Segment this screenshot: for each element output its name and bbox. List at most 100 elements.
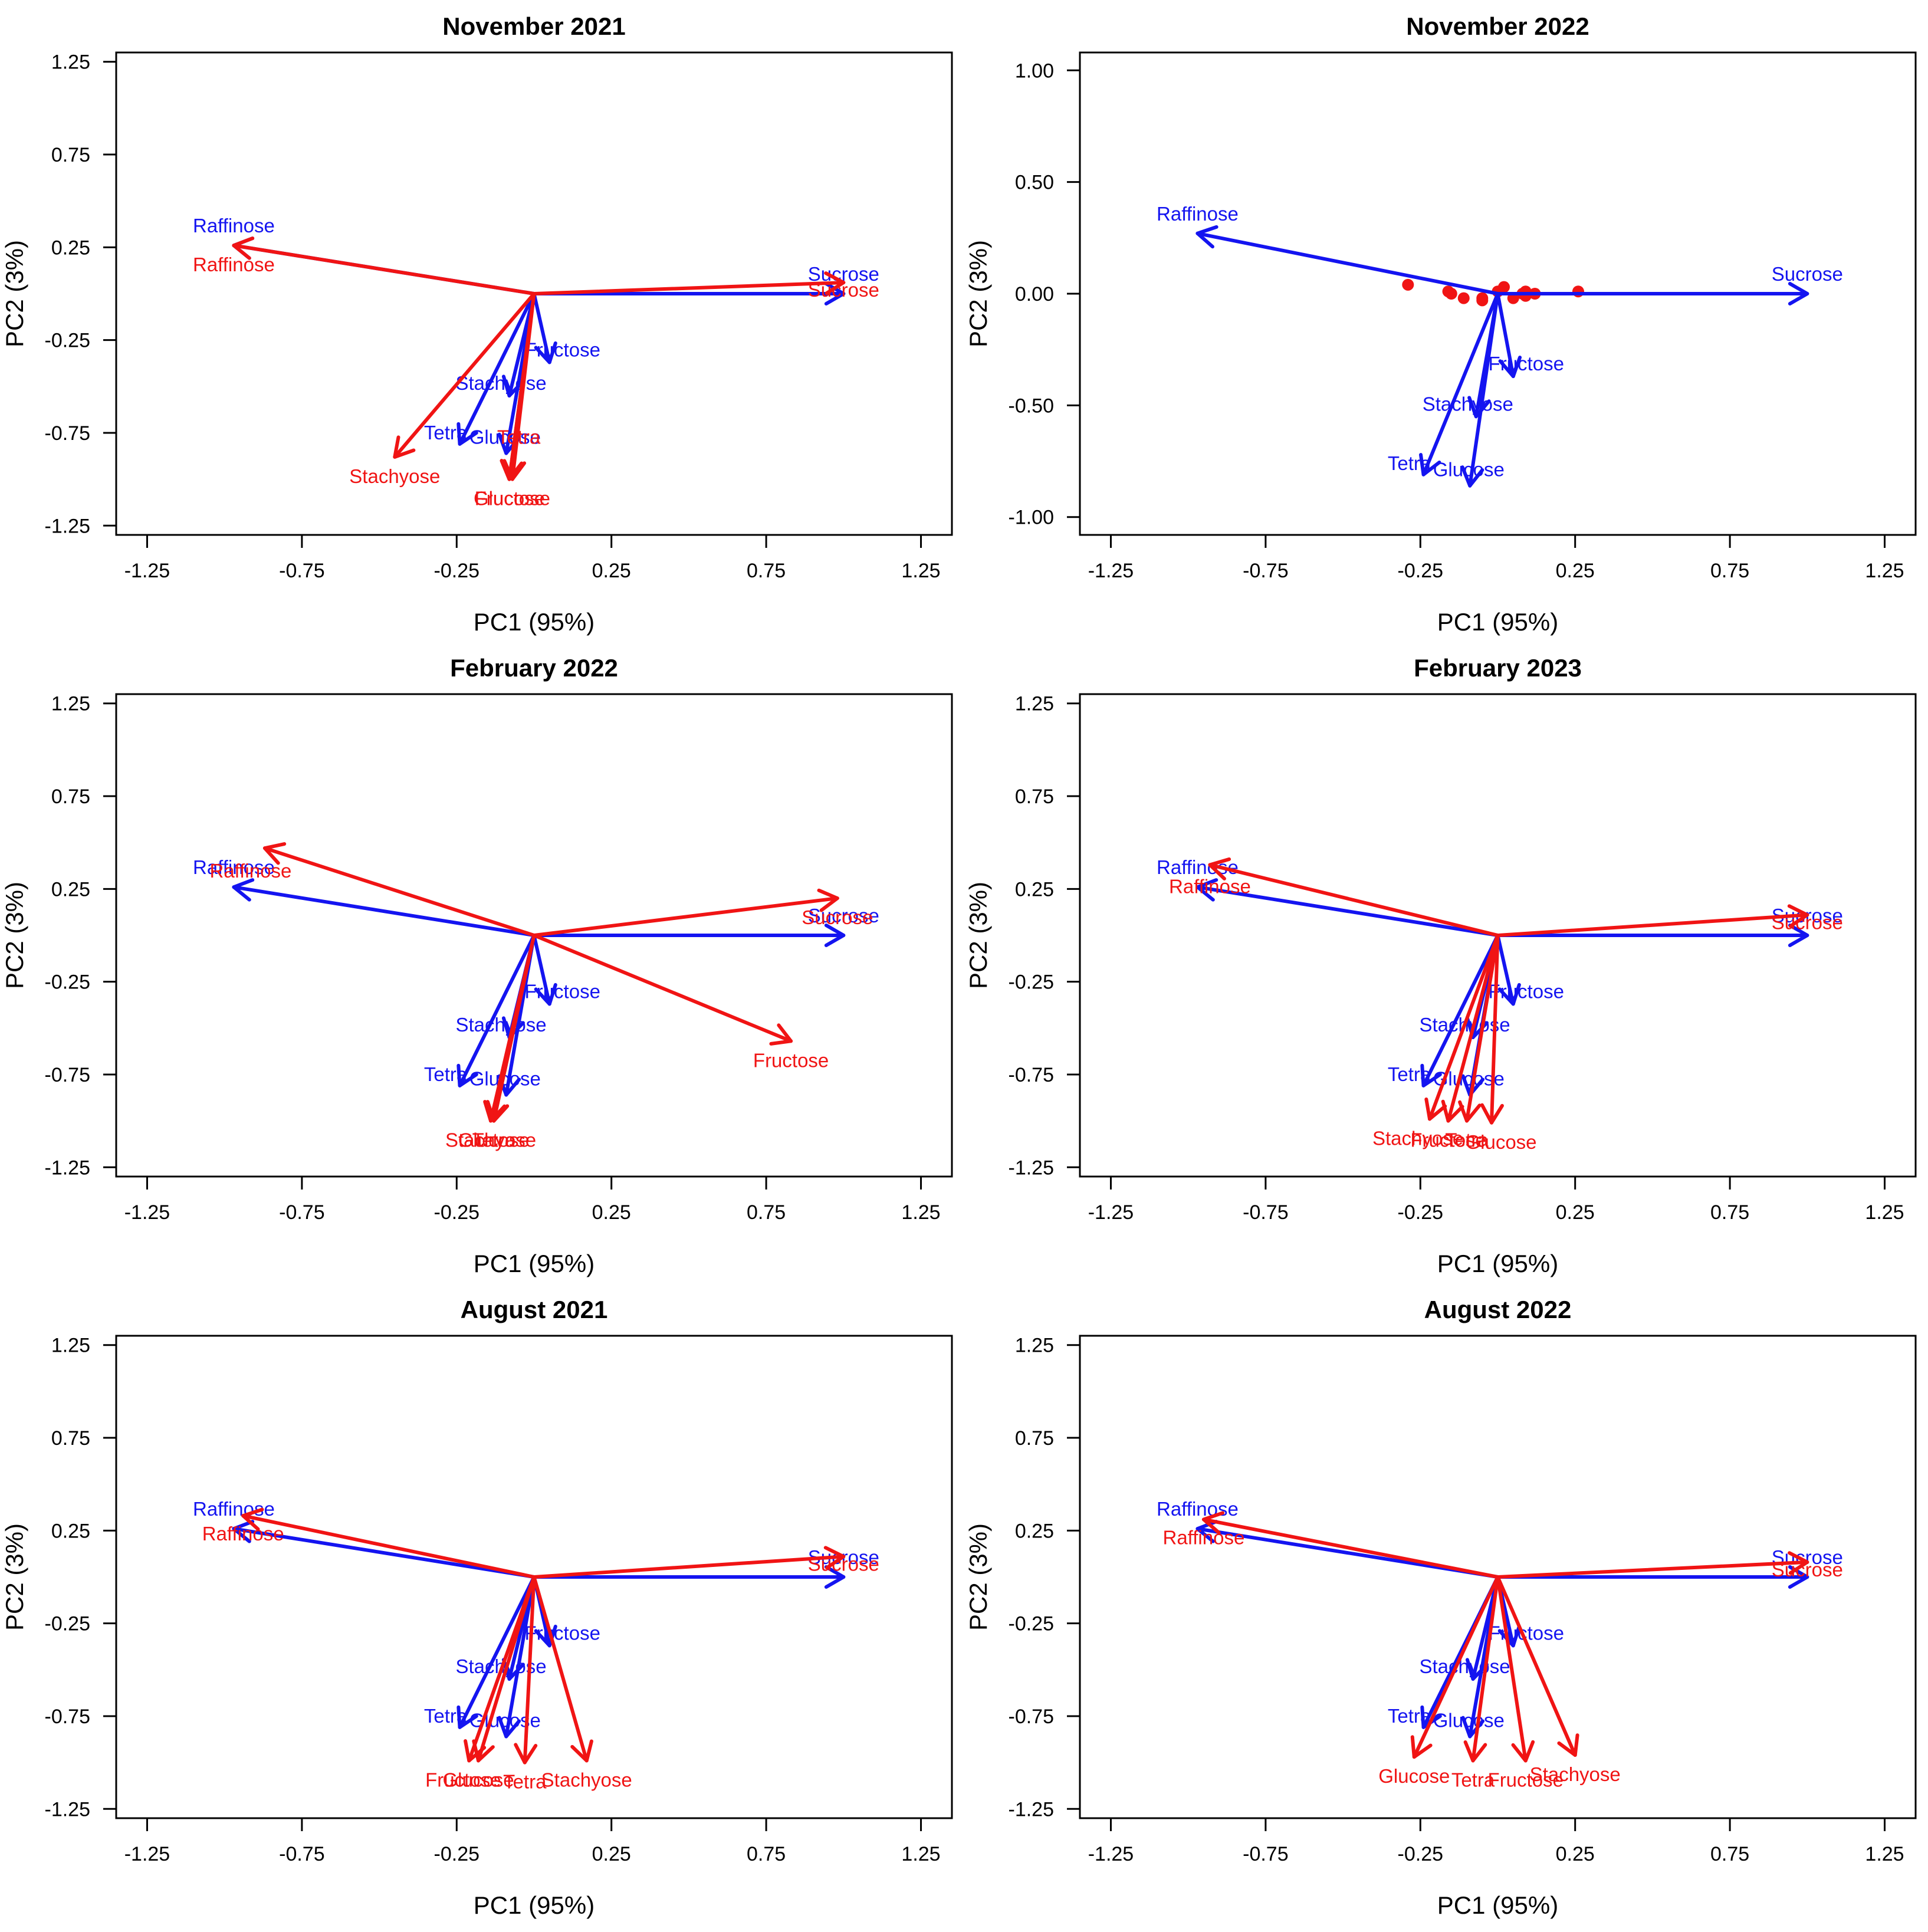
blue-arrow-fructose xyxy=(532,292,557,364)
x-tick-label: 0.75 xyxy=(747,560,786,582)
plot-frame xyxy=(115,693,953,1178)
red-arrow-sucrose-head xyxy=(823,1546,846,1570)
x-tick-label: 1.25 xyxy=(1865,1843,1904,1865)
x-tick-label: 0.75 xyxy=(747,1201,786,1224)
panel-title: February 2023 xyxy=(1414,654,1582,682)
red-arrow-sucrose xyxy=(532,1546,846,1579)
red-arrow-tetra xyxy=(514,1575,538,1765)
red-label-glucose: Glucose xyxy=(1378,1765,1450,1787)
blue-label-raffinose: Raffinose xyxy=(193,856,275,878)
red-arrow-tetra xyxy=(1463,1575,1500,1763)
x-tick-label: 0.25 xyxy=(1556,1201,1595,1224)
x-tick-label: -0.25 xyxy=(1398,1201,1444,1224)
blue-label-fructose: Fructose xyxy=(525,980,600,1002)
red-label-sucrose: Sucrose xyxy=(1772,1559,1843,1581)
red-arrow-glucose-head xyxy=(1480,1103,1504,1125)
red-arrow-stachyose xyxy=(1496,1575,1579,1757)
blue-arrow-tetra-head xyxy=(1420,1063,1442,1087)
x-tick-label: 1.25 xyxy=(901,1843,940,1865)
y-axis-label: PC2 (3%) xyxy=(1,1523,28,1631)
y-tick-label: -1.25 xyxy=(45,515,91,537)
y-tick-label: 0.75 xyxy=(51,144,90,166)
blue-arrow-tetra-head xyxy=(456,1063,478,1087)
red-arrow-fructose xyxy=(532,934,793,1046)
x-tick-label: 0.25 xyxy=(592,1843,631,1865)
x-tick-label: 0.75 xyxy=(1710,1843,1749,1865)
blue-label-stachyose: Stachyose xyxy=(1423,393,1513,415)
blue-arrow-tetra-shaft xyxy=(458,1575,536,1729)
red-label-fructose: Fructose xyxy=(1488,1769,1564,1790)
blue-arrow-fructose-head xyxy=(1497,1624,1521,1648)
red-label-fructose: Fructose xyxy=(475,488,550,510)
x-tick-label: -0.75 xyxy=(1243,1201,1289,1224)
sample-point xyxy=(1497,281,1510,293)
blue-arrow-tetra-head xyxy=(456,1705,478,1729)
red-arrow-sucrose xyxy=(532,271,846,295)
x-tick-label: 0.75 xyxy=(747,1843,786,1865)
red-arrow-fructose-head xyxy=(1441,1099,1464,1123)
red-arrow-tetra-head xyxy=(1463,1740,1487,1763)
red-label-sucrose: Sucrose xyxy=(808,1553,879,1575)
red-arrow-fructose-head xyxy=(769,1023,793,1046)
blue-arrow-fructose-shaft xyxy=(1496,292,1515,379)
biplot-panel-2: November 2022 -1.25 -0.75 -0.25 0.25 0.75 1.25… xyxy=(964,12,1917,636)
sample-point xyxy=(1457,292,1470,304)
y-tick-label: -0.75 xyxy=(45,422,91,445)
y-tick-label: 0.25 xyxy=(51,236,90,259)
y-tick-label: -0.25 xyxy=(45,971,91,994)
red-label-glucose: Glucose xyxy=(1465,1131,1536,1153)
red-arrow-glucose xyxy=(472,1575,536,1763)
blue-arrow-stachyose-head xyxy=(1467,396,1491,419)
x-tick-label: -0.75 xyxy=(279,1201,325,1224)
y-tick-label: -1.00 xyxy=(1009,507,1055,529)
red-arrow-sucrose-head xyxy=(1788,1551,1809,1575)
y-axis-label: PC2 (3%) xyxy=(1,240,28,347)
red-arrow-fructose xyxy=(1441,934,1500,1123)
red-label-stachyose: Stachyose xyxy=(541,1769,632,1790)
blue-label-raffinose: Raffinose xyxy=(1157,1498,1239,1520)
blue-arrow-fructose xyxy=(532,934,557,1006)
red-arrow-tetra-shaft xyxy=(492,934,536,1123)
red-arrow-tetra-shaft xyxy=(1465,934,1500,1123)
x-axis-label: PC1 (95%) xyxy=(474,608,595,636)
blue-label-tetra: Tetra xyxy=(424,422,468,443)
sample-point xyxy=(1476,294,1489,307)
x-tick-label: 1.25 xyxy=(1865,560,1904,582)
red-arrow-stachyose-head xyxy=(393,435,416,459)
panel-title: November 2021 xyxy=(442,12,626,40)
blue-arrow-raffinose xyxy=(232,878,536,937)
red-arrow-tetra-shaft xyxy=(1471,1575,1500,1763)
x-axis-label: PC1 (95%) xyxy=(1437,608,1558,636)
blue-arrow-fructose-shaft xyxy=(1496,934,1515,1006)
y-axis-label: PC2 (3%) xyxy=(964,1523,992,1631)
red-label-tetra: Tetra xyxy=(1451,1769,1495,1790)
red-arrow-raffinose-head xyxy=(262,842,287,865)
y-tick-label: -0.75 xyxy=(1009,1706,1055,1728)
biplot-panel-3: February 2022 -1.25 -0.75 -0.25 0.25 0.75 1.25… xyxy=(1,654,953,1277)
y-tick-label: -0.25 xyxy=(45,330,91,352)
blue-arrow-sucrose-head xyxy=(824,1565,846,1589)
blue-arrow-tetra xyxy=(456,292,536,446)
biplot-panel-6: August 2022 -1.25 -0.75 -0.25 0.25 0.75 1.25 -1… xyxy=(964,1296,1917,1919)
red-arrow-fructose-shaft xyxy=(532,934,793,1043)
red-arrow-tetra-head xyxy=(514,1743,538,1765)
blue-arrow-glucose xyxy=(1460,292,1500,488)
y-tick-label: 0.00 xyxy=(1015,283,1054,305)
blue-label-fructose: Fructose xyxy=(1489,353,1564,374)
blue-label-fructose: Fructose xyxy=(525,1622,600,1644)
red-label-stachyose: Stachyose xyxy=(1372,1127,1463,1149)
y-axis-label: PC2 (3%) xyxy=(1,882,28,989)
blue-arrow-raffinose xyxy=(1195,878,1500,937)
x-tick-label: -0.75 xyxy=(279,560,325,582)
x-axis-label: PC1 (95%) xyxy=(1437,1250,1558,1277)
y-tick-label: 1.25 xyxy=(51,693,90,715)
x-tick-label: -0.25 xyxy=(1398,560,1444,582)
x-tick-label: -0.25 xyxy=(434,1843,480,1865)
red-arrow-tetra xyxy=(1458,934,1500,1123)
y-tick-label: -0.25 xyxy=(1009,971,1055,994)
red-arrow-raffinose-shaft xyxy=(232,244,536,295)
blue-arrow-glucose-head xyxy=(497,1716,521,1739)
y-axis-label: PC2 (3%) xyxy=(964,240,992,347)
red-arrow-stachyose-head xyxy=(1424,1097,1447,1121)
red-arrow-fructose-head xyxy=(502,459,527,481)
